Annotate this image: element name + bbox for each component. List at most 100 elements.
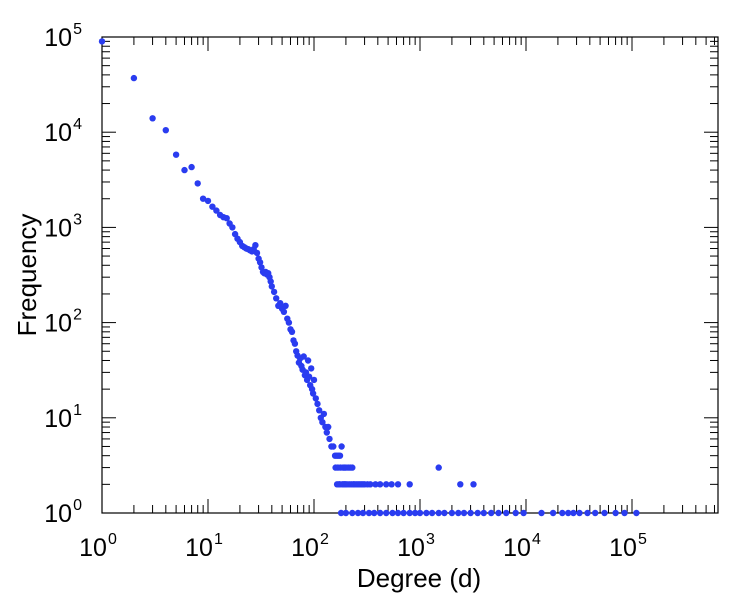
data-point [448, 509, 456, 517]
x-tick-label: 102 [291, 531, 329, 562]
data-points [98, 38, 640, 517]
data-point [336, 452, 344, 459]
data-point [441, 509, 448, 517]
data-point [488, 509, 495, 517]
data-point [576, 509, 583, 517]
data-point [330, 443, 337, 450]
data-point [621, 509, 628, 517]
x-tick-label: 103 [397, 531, 435, 562]
data-point [291, 340, 299, 347]
data-point [320, 410, 328, 418]
data-point [565, 509, 572, 517]
data-point [406, 509, 413, 517]
y-tick-label: 101 [44, 402, 82, 433]
data-point [319, 419, 326, 426]
data-point [592, 509, 599, 517]
data-point [457, 481, 464, 488]
data-point [194, 180, 201, 187]
major-ticks [101, 37, 718, 514]
data-point [371, 509, 378, 517]
data-point [601, 509, 608, 517]
data-point [394, 481, 402, 488]
data-point [423, 509, 430, 517]
data-point [312, 395, 319, 402]
data-point [285, 319, 293, 326]
data-point [253, 249, 261, 257]
data-point [229, 224, 236, 231]
data-point [474, 509, 481, 517]
data-point [204, 197, 212, 205]
data-point [383, 509, 390, 517]
x-tick-label: 100 [79, 531, 117, 562]
data-point [383, 481, 390, 488]
data-point [428, 509, 436, 517]
data-point [367, 481, 374, 488]
data-point [372, 481, 379, 488]
data-point [300, 353, 307, 360]
x-tick-label: 101 [185, 531, 223, 562]
data-point [520, 509, 527, 517]
data-point [495, 509, 502, 517]
y-tick-label: 100 [44, 497, 82, 528]
data-point [335, 481, 343, 488]
data-point [376, 509, 384, 517]
data-point [199, 195, 207, 202]
data-point [460, 509, 468, 517]
data-point [130, 74, 138, 82]
data-point [549, 509, 557, 517]
data-point [503, 509, 510, 517]
data-point [365, 509, 373, 517]
data-point [337, 509, 345, 517]
y-tick-labels: 100 101 102 103 104 105 [44, 21, 82, 528]
data-point [359, 481, 367, 488]
data-point [273, 295, 280, 302]
data-point [470, 481, 477, 488]
data-point [359, 509, 367, 517]
data-point [314, 400, 321, 408]
data-point [209, 203, 216, 210]
data-point [406, 481, 413, 488]
data-point [584, 509, 591, 517]
data-point [277, 300, 284, 307]
data-point [162, 127, 169, 134]
data-point [349, 464, 356, 471]
y-tick-label: 103 [44, 211, 82, 242]
data-point [188, 163, 195, 171]
data-point [337, 464, 344, 471]
data-point [268, 283, 275, 290]
x-axis-title: Degree (d) [357, 563, 481, 593]
data-point [316, 407, 323, 414]
data-point [342, 481, 349, 488]
y-tick-label: 104 [44, 116, 82, 147]
y-axis-title: Frequency [12, 214, 42, 337]
data-point [310, 376, 318, 384]
data-point [149, 115, 156, 122]
x-tick-labels: 100 101 102 103 104 105 [79, 531, 647, 562]
data-point [270, 288, 278, 296]
data-point [559, 509, 566, 517]
data-point [612, 509, 619, 517]
y-tick-label: 105 [44, 21, 82, 52]
data-point [323, 429, 330, 436]
y-tick-label: 102 [44, 307, 82, 338]
data-point [512, 509, 519, 517]
data-point [389, 509, 396, 517]
data-point [309, 390, 317, 397]
data-point [252, 242, 259, 249]
data-point [342, 509, 350, 517]
x-tick-label: 105 [609, 531, 647, 562]
data-point [400, 509, 407, 517]
data-point [280, 308, 288, 315]
data-point [308, 365, 315, 372]
x-tick-label: 104 [503, 531, 541, 562]
minor-ticks [102, 37, 718, 513]
data-point [633, 509, 640, 517]
data-point [98, 38, 106, 45]
data-point [304, 357, 312, 364]
data-point [570, 509, 577, 517]
data-point [288, 328, 296, 335]
data-point [538, 509, 545, 517]
data-point [338, 443, 345, 450]
data-point [388, 481, 395, 488]
